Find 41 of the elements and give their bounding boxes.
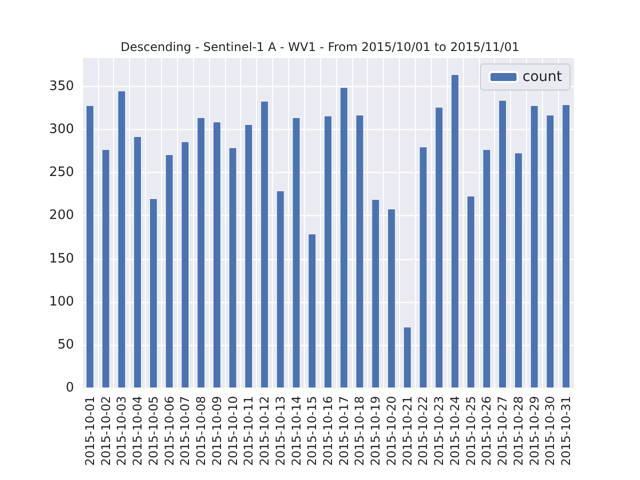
x-tick-label: 2015-10-23 xyxy=(432,396,446,466)
x-tick-label: 2015-10-05 xyxy=(146,396,160,466)
x-tick-label: 2015-10-02 xyxy=(98,396,113,466)
x-tick-label: 2015-10-17 xyxy=(336,396,351,466)
x-tick-label: 2015-10-27 xyxy=(496,396,510,466)
x-tick-label: 2015-10-29 xyxy=(527,396,542,466)
x-tick-label: 2015-10-12 xyxy=(258,396,272,466)
x-tick-label: 2015-10-09 xyxy=(210,396,224,466)
x-tick-label: 2015-10-03 xyxy=(114,396,129,466)
y-tick-label: 300 xyxy=(49,122,74,138)
x-tick-label: 2015-10-16 xyxy=(321,396,335,466)
x-tick-label: 2015-10-01 xyxy=(82,396,97,466)
x-tick-label: 2015-10-28 xyxy=(511,396,526,466)
y-tick-label: 250 xyxy=(49,165,74,180)
x-tick-label: 2015-10-06 xyxy=(162,396,176,466)
x-tick-label: 2015-10-15 xyxy=(305,396,320,466)
x-tick-label: 2015-10-24 xyxy=(448,396,462,466)
y-tick-label: 200 xyxy=(49,208,74,224)
x-tick-label: 2015-10-07 xyxy=(178,396,192,466)
x-tick-label: 2015-10-20 xyxy=(384,396,398,466)
x-tick-label: 2015-10-21 xyxy=(400,396,414,466)
x-tick-label: 2015-10-11 xyxy=(242,396,256,466)
y-tick-label: 150 xyxy=(49,251,74,266)
x-tick-label: 2015-10-10 xyxy=(226,396,240,466)
x-tick-label: 2015-10-22 xyxy=(416,396,430,466)
x-tick-label: 2015-10-30 xyxy=(543,396,558,466)
x-tick-label: 2015-10-25 xyxy=(464,396,478,466)
x-tick-label: 2015-10-31 xyxy=(559,396,574,466)
y-tick-label: 350 xyxy=(49,78,74,94)
x-tick-label: 2015-10-19 xyxy=(368,396,383,466)
x-tick-label: 2015-10-13 xyxy=(273,396,288,466)
x-tick-label: 2015-10-04 xyxy=(130,396,145,466)
legend-label: count xyxy=(522,69,563,85)
x-tick-label: 2015-10-14 xyxy=(289,396,304,466)
y-tick-label: 100 xyxy=(49,294,74,310)
y-tick-label: 50 xyxy=(57,337,74,352)
chart-title: Descending - Sentinel-1 A - WV1 - From 2015/10/01 to 2015/11/01 xyxy=(120,40,520,54)
x-tick-label: 2015-10-18 xyxy=(352,396,367,466)
y-tick-label: 0 xyxy=(66,380,74,396)
x-tick-label: 2015-10-26 xyxy=(480,396,494,466)
x-tick-label: 2015-10-08 xyxy=(194,396,208,466)
